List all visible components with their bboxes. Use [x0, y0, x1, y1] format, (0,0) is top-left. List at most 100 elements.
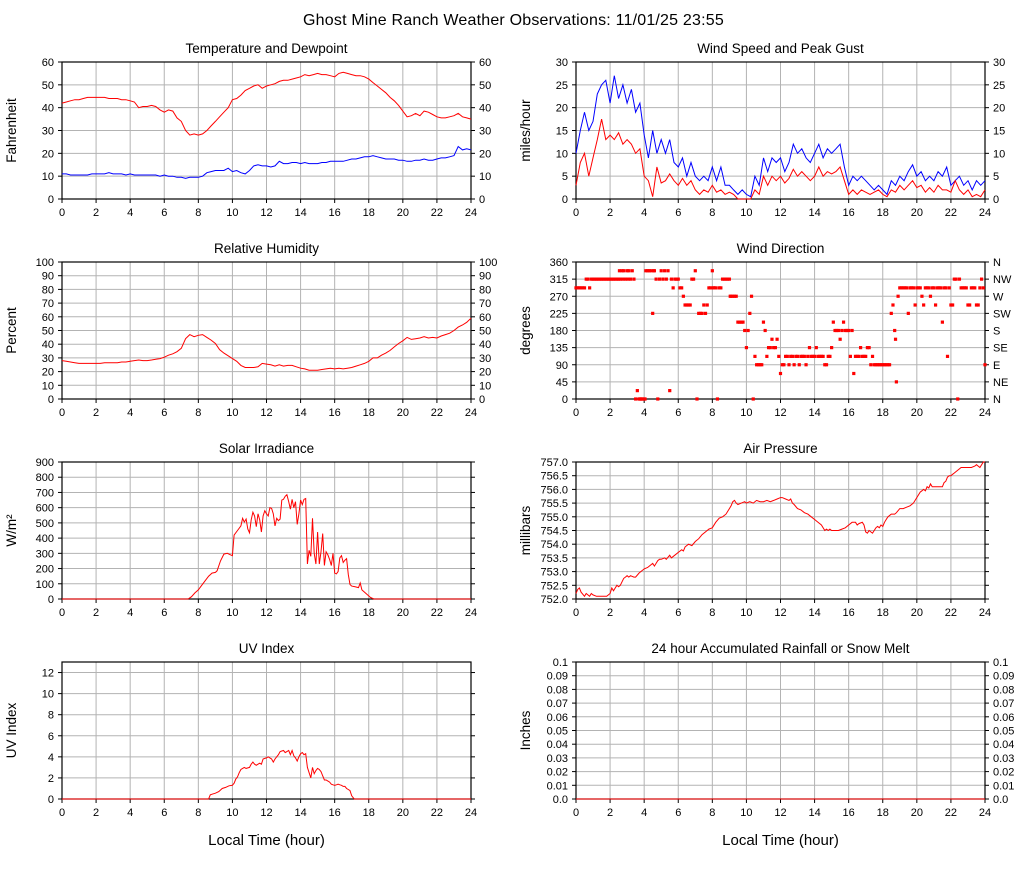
svg-text:70: 70	[42, 298, 54, 310]
svg-text:E: E	[993, 360, 1000, 372]
chart-relative-humidity: 0 0 10 10 20 20 30 30 40 40 50 50 60 60 70 70 80 80 90 90 10…	[0, 238, 513, 438]
svg-text:0.02: 0.02	[547, 767, 568, 779]
svg-text:754.5: 754.5	[540, 526, 568, 538]
svg-text:60: 60	[479, 57, 491, 69]
svg-text:10: 10	[740, 607, 752, 619]
svg-text:900: 900	[36, 457, 54, 469]
svg-text:0.1: 0.1	[553, 657, 568, 669]
svg-text:0: 0	[573, 807, 579, 819]
svg-text:0.07: 0.07	[993, 698, 1014, 710]
svg-text:40: 40	[479, 339, 491, 351]
svg-text:0.08: 0.08	[547, 684, 568, 696]
svg-text:8: 8	[709, 407, 715, 419]
svg-text:15: 15	[556, 126, 568, 138]
svg-text:0: 0	[573, 607, 579, 619]
svg-text:6: 6	[675, 607, 681, 619]
svg-text:6: 6	[675, 407, 681, 419]
svg-text:20: 20	[911, 607, 923, 619]
svg-text:22: 22	[945, 607, 957, 619]
svg-text:24: 24	[465, 207, 477, 219]
page-title: Ghost Mine Ranch Weather Observations: 1…	[303, 12, 724, 29]
svg-text:40: 40	[42, 103, 54, 115]
svg-text:4: 4	[127, 807, 133, 819]
svg-text:12: 12	[42, 668, 54, 680]
svg-text:14: 14	[294, 807, 306, 819]
svg-text:40: 40	[42, 339, 54, 351]
svg-text:2: 2	[607, 807, 613, 819]
svg-text:50: 50	[479, 326, 491, 338]
svg-text:0: 0	[573, 207, 579, 219]
svg-text:UV Index: UV Index	[4, 702, 19, 758]
svg-text:22: 22	[945, 807, 957, 819]
chart-uv-index: 0 2 4 6 8 10 12 0 2 4 6 8 10 12 14 16 18 20 22 24 UV Index UV…	[0, 638, 513, 870]
svg-text:0.07: 0.07	[547, 698, 568, 710]
svg-text:14: 14	[808, 407, 820, 419]
svg-text:Air Pressure: Air Pressure	[743, 441, 817, 456]
svg-text:300: 300	[36, 548, 54, 560]
charts-grid: 0 0 10 10 20 20 30 30 40 40 50 50 60 60 0 2 4 6 8 10 12 14 16 1…	[0, 38, 1027, 870]
svg-text:12: 12	[774, 807, 786, 819]
svg-text:0.05: 0.05	[547, 726, 568, 738]
svg-text:0.01: 0.01	[547, 780, 568, 792]
svg-text:24: 24	[979, 807, 991, 819]
svg-text:80: 80	[479, 284, 491, 296]
svg-text:100: 100	[36, 257, 54, 269]
svg-text:14: 14	[294, 407, 306, 419]
svg-text:90: 90	[556, 360, 568, 372]
svg-text:0: 0	[573, 407, 579, 419]
svg-text:22: 22	[431, 407, 443, 419]
svg-text:757.0: 757.0	[540, 457, 568, 469]
svg-text:100: 100	[36, 579, 54, 591]
svg-text:20: 20	[42, 148, 54, 160]
svg-text:30: 30	[479, 126, 491, 138]
svg-text:756.5: 756.5	[540, 471, 568, 483]
svg-text:16: 16	[843, 607, 855, 619]
svg-text:753.0: 753.0	[540, 567, 568, 579]
svg-text:60: 60	[479, 312, 491, 324]
svg-text:600: 600	[36, 503, 54, 515]
svg-text:10: 10	[226, 607, 238, 619]
svg-text:16: 16	[843, 207, 855, 219]
svg-text:18: 18	[877, 807, 889, 819]
svg-text:40: 40	[479, 103, 491, 115]
svg-text:100: 100	[479, 257, 497, 269]
svg-text:60: 60	[42, 312, 54, 324]
svg-text:millibars: millibars	[518, 506, 533, 556]
svg-text:24: 24	[979, 407, 991, 419]
svg-text:22: 22	[431, 807, 443, 819]
svg-text:0: 0	[479, 194, 485, 206]
svg-text:15: 15	[993, 126, 1005, 138]
svg-text:0: 0	[48, 794, 54, 806]
svg-text:0: 0	[993, 194, 999, 206]
svg-text:6: 6	[48, 731, 54, 743]
svg-text:24: 24	[979, 207, 991, 219]
svg-text:12: 12	[260, 607, 272, 619]
svg-text:Local Time (hour): Local Time (hour)	[208, 832, 325, 849]
svg-text:30: 30	[42, 126, 54, 138]
svg-text:20: 20	[397, 807, 409, 819]
svg-text:6: 6	[161, 607, 167, 619]
svg-text:0: 0	[59, 607, 65, 619]
svg-text:18: 18	[877, 607, 889, 619]
svg-text:22: 22	[945, 207, 957, 219]
svg-text:Relative Humidity: Relative Humidity	[214, 241, 319, 256]
svg-text:12: 12	[260, 207, 272, 219]
svg-text:20: 20	[911, 207, 923, 219]
svg-text:24: 24	[465, 607, 477, 619]
svg-text:0.0: 0.0	[553, 794, 568, 806]
svg-text:6: 6	[675, 807, 681, 819]
svg-text:20: 20	[556, 103, 568, 115]
svg-text:20: 20	[397, 407, 409, 419]
svg-text:SE: SE	[993, 343, 1008, 355]
svg-text:0: 0	[48, 194, 54, 206]
svg-text:14: 14	[808, 207, 820, 219]
svg-text:753.5: 753.5	[540, 553, 568, 565]
svg-text:0: 0	[479, 394, 485, 406]
svg-text:2: 2	[93, 807, 99, 819]
svg-text:0.1: 0.1	[993, 657, 1008, 669]
svg-text:16: 16	[843, 807, 855, 819]
svg-text:4: 4	[127, 207, 133, 219]
svg-text:12: 12	[774, 207, 786, 219]
